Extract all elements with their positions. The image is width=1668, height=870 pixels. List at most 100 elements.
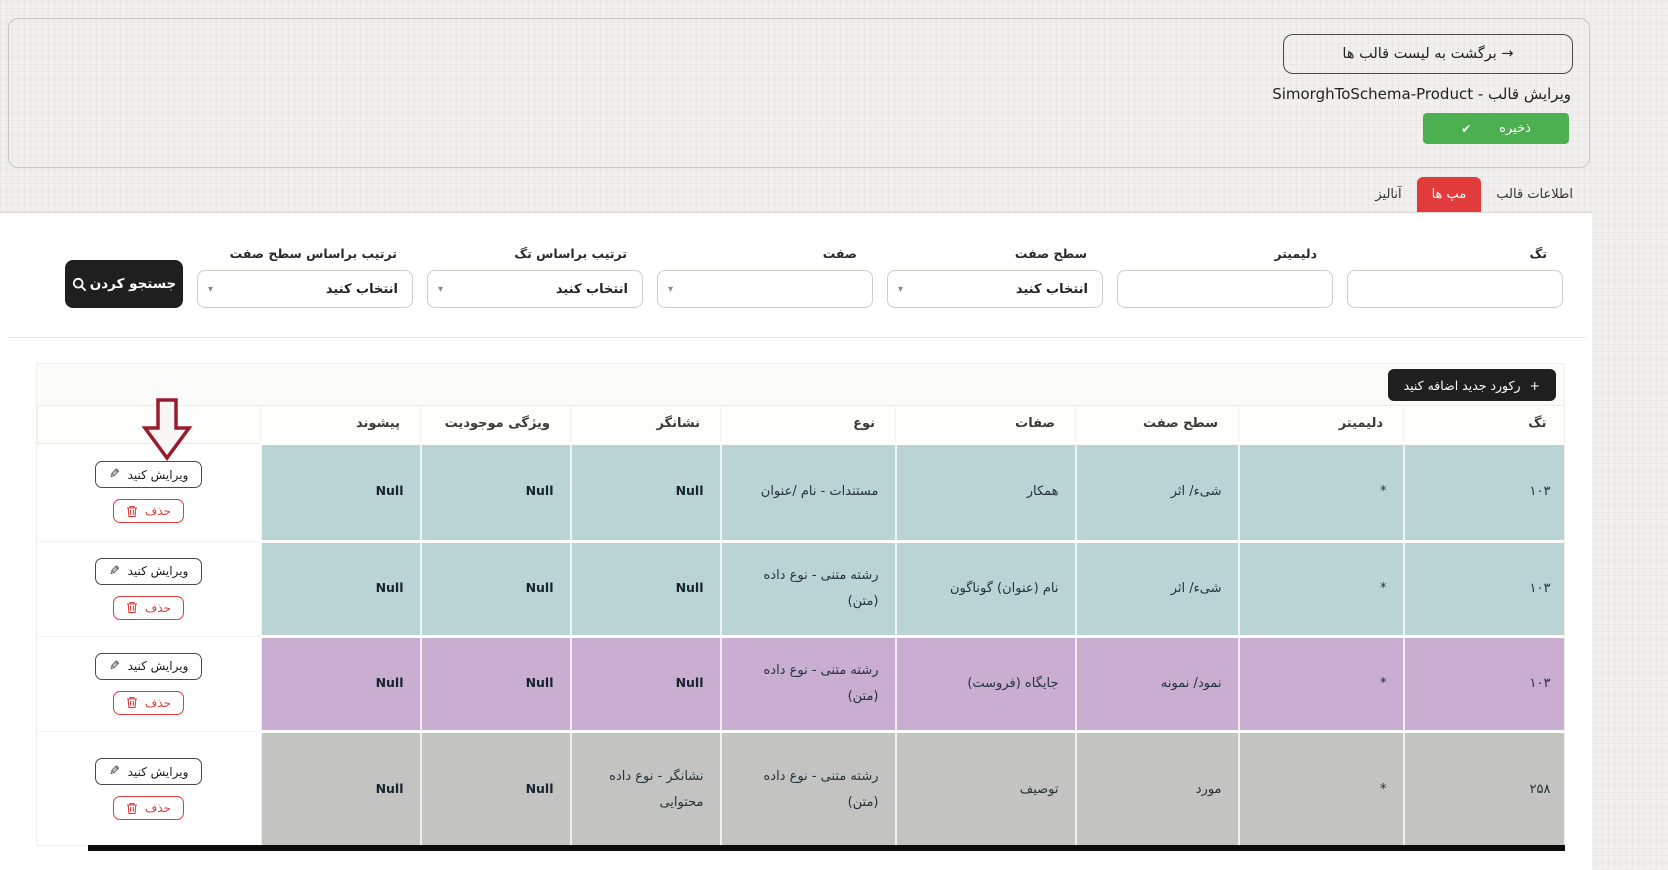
caret-down-icon: ▾	[438, 283, 444, 295]
filter-label-sort-by-tag: ترتیب براساس تگ	[514, 246, 627, 261]
column-header-6: ویژگی موجودیت	[420, 406, 571, 444]
page-title: ویرایش قالب - SimorghToSchema-Product	[1272, 85, 1571, 103]
tag-input[interactable]	[1347, 270, 1563, 308]
tab-template-info[interactable]: اطلاعات قالب	[1496, 187, 1573, 202]
column-header-2: سطح صفت	[1075, 406, 1239, 444]
section-divider	[8, 337, 1586, 338]
cell-type: رشته متنی - نوع داده (متن)	[719, 634, 896, 731]
tabs: اطلاعات قالب مپ ها آنالیز	[1360, 177, 1588, 212]
filter-field-sort-by-attr-level: ترتیب براساس سطح صفت انتخاب کنید ▾	[197, 246, 413, 308]
filter-field-sort-by-tag: ترتیب براساس تگ انتخاب کنید ▾	[427, 246, 643, 308]
cell-tag: ۲۵۸	[1402, 729, 1564, 845]
sort-by-attr-level-select[interactable]: انتخاب کنید ▾	[197, 270, 413, 308]
cell-entity_prop: Null	[419, 729, 571, 845]
edit-record-button[interactable]: ویرایش کنید ✎	[94, 652, 203, 680]
edit-button-label: ویرایش کنید	[127, 764, 189, 779]
plus-icon: +	[1529, 377, 1540, 393]
cell-attr_level: مورد	[1074, 729, 1239, 845]
cell-entity_prop: Null	[419, 441, 571, 541]
cell-prefix: Null	[259, 634, 421, 731]
cell-actions: ویرایش کنید ✎ حذف	[37, 443, 261, 542]
cell-attr_level: شیء/ اثر	[1074, 441, 1239, 541]
filter-label-attr-level: سطح صفت	[1014, 246, 1087, 261]
tab-maps[interactable]: مپ ها	[1416, 177, 1482, 212]
filter-label-delimiter: دلیمیتر	[1274, 246, 1317, 261]
sort-by-tag-select-value: انتخاب کنید	[555, 281, 628, 297]
attr-level-select[interactable]: انتخاب کنید ▾	[887, 270, 1103, 308]
cell-tag: ۱۰۳	[1402, 441, 1564, 541]
bottom-scrollbar[interactable]	[88, 845, 1565, 851]
filter-label-attr: صفت	[822, 246, 857, 261]
delete-record-button[interactable]: حذف	[112, 796, 185, 820]
table-row: ۱۰۳ * شیء/ اثر نام (عنوان) گوناگون رشته متنی…	[37, 539, 1564, 637]
down-arrow-annotation	[141, 398, 193, 461]
column-header-1: دلیمیتر	[1238, 406, 1404, 444]
cell-actions: ویرایش کنید ✎ حذف	[37, 541, 261, 637]
column-header-7: پیشوند	[260, 406, 421, 444]
cell-actions: ویرایش کنید ✎ حذف	[37, 731, 261, 845]
column-header-3: صفات	[895, 406, 1076, 444]
delete-button-label: حذف	[144, 695, 172, 710]
save-button[interactable]: ذخیره ✔	[1423, 113, 1569, 144]
cell-indicator: Null	[569, 634, 721, 731]
cell-prefix: Null	[259, 539, 421, 636]
sort-by-tag-select[interactable]: انتخاب کنید ▾	[427, 270, 643, 308]
search-icon	[72, 277, 86, 291]
cell-tag: ۱۰۳	[1402, 634, 1564, 731]
add-record-label: رکورد جدید اضافه کنید	[1403, 377, 1521, 393]
trash-icon	[126, 505, 137, 517]
column-header-4: نوع	[720, 406, 896, 444]
filter-field-delimiter: دلیمیتر	[1117, 246, 1333, 308]
delete-button-label: حذف	[144, 504, 172, 518]
cell-delimiter: *	[1237, 729, 1404, 845]
edit-button-label: ویرایش کنید	[127, 467, 189, 482]
table-row: ۱۰۳ * شیء/ اثر همکار مستندات - نام /عنوان Nul…	[37, 441, 1564, 542]
edit-button-label: ویرایش کنید	[127, 659, 189, 673]
edit-record-button[interactable]: ویرایش کنید ✎	[94, 557, 203, 585]
column-header-5: نشانگر	[570, 406, 721, 444]
edit-button-label: ویرایش کنید	[127, 564, 189, 578]
cell-tag: ۱۰۳	[1402, 539, 1564, 636]
back-to-templates-button[interactable]: برگشت به لیست قالب ها →	[1283, 34, 1573, 74]
delimiter-input[interactable]	[1117, 270, 1333, 308]
records-table: تگ دلیمیتر سطح صفت صفات نوع نشانگر ویژگی موجود…	[37, 406, 1564, 845]
cell-attrs: همکار	[894, 441, 1076, 541]
pencil-icon: ✎	[108, 764, 120, 779]
filter-field-attr-level: سطح صفت انتخاب کنید ▾	[887, 246, 1103, 308]
filter-bar: تگ دلیمیتر سطح صفت انتخاب کنید ▾ صفت ▾ ترتیب بر…	[65, 246, 1563, 308]
attr-select[interactable]: ▾	[657, 270, 873, 308]
delete-record-button[interactable]: حذف	[112, 499, 185, 523]
column-header-0: تگ	[1403, 406, 1564, 444]
delete-record-button[interactable]: حذف	[112, 595, 185, 620]
cell-attr_level: نمود/ نمونه	[1074, 634, 1239, 731]
edit-record-button[interactable]: ویرایش کنید ✎	[94, 461, 203, 488]
cell-type: رشته متنی - نوع داده (متن)	[719, 729, 896, 845]
records-table-card: + رکورد جدید اضافه کنید تگ دلیمیتر سطح صفت…	[36, 363, 1565, 846]
pencil-icon: ✎	[108, 658, 120, 674]
cell-delimiter: *	[1237, 539, 1404, 636]
pencil-icon: ✎	[108, 563, 120, 579]
trash-icon	[126, 802, 137, 814]
edit-record-button[interactable]: ویرایش کنید ✎	[94, 758, 203, 785]
filter-label-sort-by-attr-level: ترتیب براساس سطح صفت	[229, 246, 397, 261]
cell-indicator: Null	[569, 539, 721, 636]
cell-attr_level: شیء/ اثر	[1074, 539, 1239, 636]
delete-record-button[interactable]: حذف	[112, 690, 185, 715]
column-header-actions	[37, 406, 261, 444]
add-record-button[interactable]: + رکورد جدید اضافه کنید	[1387, 369, 1556, 401]
cell-attrs: نام (عنوان) گوناگون	[894, 539, 1076, 636]
header-panel: برگشت به لیست قالب ها → ویرایش قالب - Si…	[8, 18, 1590, 168]
filter-label-tag: تگ	[1529, 246, 1548, 261]
trash-icon	[126, 602, 137, 614]
save-button-label: ذخیره	[1499, 121, 1531, 136]
search-button[interactable]: جستجو کردن	[65, 260, 183, 308]
table-row: ۲۵۸ * مورد توصیف رشته متنی - نوع داده (متن) ن…	[37, 729, 1564, 845]
sort-by-attr-level-select-value: انتخاب کنید	[325, 281, 398, 297]
pencil-icon: ✎	[108, 467, 120, 482]
cell-prefix: Null	[259, 729, 421, 845]
cell-entity_prop: Null	[419, 539, 571, 636]
delete-button-label: حذف	[144, 600, 172, 615]
table-toolbar: + رکورد جدید اضافه کنید	[37, 364, 1564, 406]
tab-analyze[interactable]: آنالیز	[1375, 187, 1402, 202]
